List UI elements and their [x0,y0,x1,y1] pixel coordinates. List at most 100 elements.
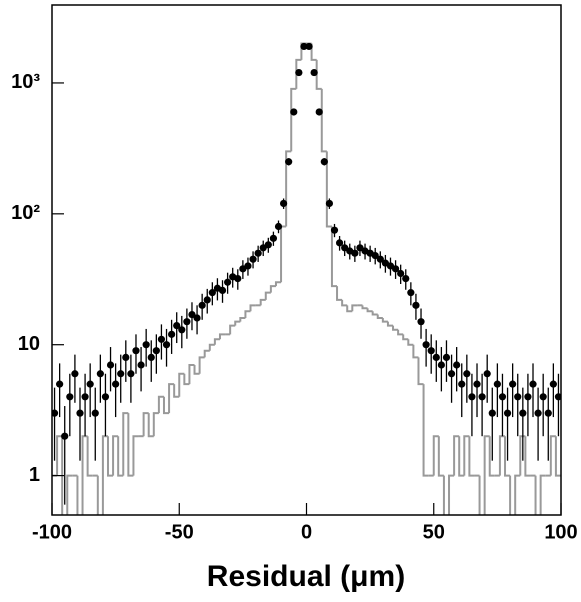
data-point [422,341,430,349]
histogram-bin [234,320,241,326]
histogram-bin [534,475,537,515]
data-point [203,296,211,304]
histogram-bin [264,291,271,300]
data-point [178,326,186,334]
y-tick-label: 10³ [11,71,40,93]
histogram-bin [320,88,327,153]
y-tick-label: 1 [29,464,40,486]
histogram-bin [162,396,170,415]
data-point [539,393,547,401]
plot-area [52,42,561,515]
histogram-bin [173,384,180,398]
data-point [218,286,227,294]
data-point [198,301,206,309]
data-point [112,380,120,388]
data-point [335,239,344,247]
histogram-bin [346,305,353,313]
histogram-bin [96,475,99,515]
histogram-bin [549,435,556,476]
data-point [509,380,517,388]
histogram-bin [147,413,154,438]
histogram-bin [132,435,139,476]
histogram-bin [448,474,455,515]
data-point [290,108,298,116]
histogram-bin [504,436,511,477]
data-point [117,370,125,378]
histogram-bin [514,474,521,515]
histogram-bin [208,343,215,351]
histogram-bin [157,395,164,414]
data-point [188,310,196,319]
histogram-bin [290,87,297,152]
data-point [305,42,313,51]
data-point [493,380,501,388]
histogram-bin [127,413,134,477]
histogram-bin [351,304,358,312]
data-point [52,409,59,417]
data-point [264,241,272,249]
histogram-bin [554,436,561,477]
data-point [554,393,561,401]
histogram-bin [330,226,338,288]
histogram-bin [229,324,236,335]
data-point [453,361,461,369]
histogram-bin [122,412,129,476]
data-point [391,265,400,273]
histogram-bin [274,281,282,287]
histogram-bin [193,364,200,375]
histogram-bin [66,474,73,515]
histogram-bin [422,384,429,477]
histogram-bin [315,59,322,90]
data-point [132,347,140,355]
data-point [295,68,303,77]
histogram-bin [325,151,332,228]
data-point [427,347,435,355]
data-point [234,274,242,283]
data-point [488,409,496,417]
histogram-bin [295,58,302,89]
data-point [56,380,64,388]
data-point [81,393,89,401]
data-point [325,199,334,208]
data-point [437,361,445,369]
histogram-bin [519,435,526,476]
data-point [300,42,308,51]
data-point [447,370,456,378]
histogram-bin [463,435,470,476]
data-point [96,370,104,378]
x-tick-label: -50 [165,521,194,543]
data-point [274,222,283,231]
x-axis-title: Residual (μm) [207,560,405,593]
data-point [320,158,328,166]
data-point [106,361,115,369]
data-point [142,341,150,349]
histogram-bin [249,304,256,312]
histogram-bin [183,373,190,386]
histogram-bin [437,436,444,477]
data-point [310,68,318,77]
data-point [524,393,532,401]
x-tick-label: 50 [423,521,445,543]
histogram-bin [76,475,79,515]
histogram-bin [371,311,378,316]
x-tick-label: 0 [301,521,312,543]
histogram-bin [259,298,266,306]
histogram-bin [442,475,445,515]
data-point [529,380,537,388]
histogram-bin [412,344,419,359]
histogram-bin [56,435,63,476]
histogram-bin [468,436,475,477]
histogram-bin [488,436,495,477]
data-point [101,393,110,401]
histogram-bin [392,325,399,331]
data-point [269,234,278,242]
histogram-bin [81,435,88,515]
data-point [183,318,191,326]
data-point [254,249,262,257]
histogram-bin [198,356,205,374]
data-point [351,249,359,257]
histogram-bin [524,436,531,477]
histogram-bin [539,474,546,515]
histogram-bin [213,338,220,345]
